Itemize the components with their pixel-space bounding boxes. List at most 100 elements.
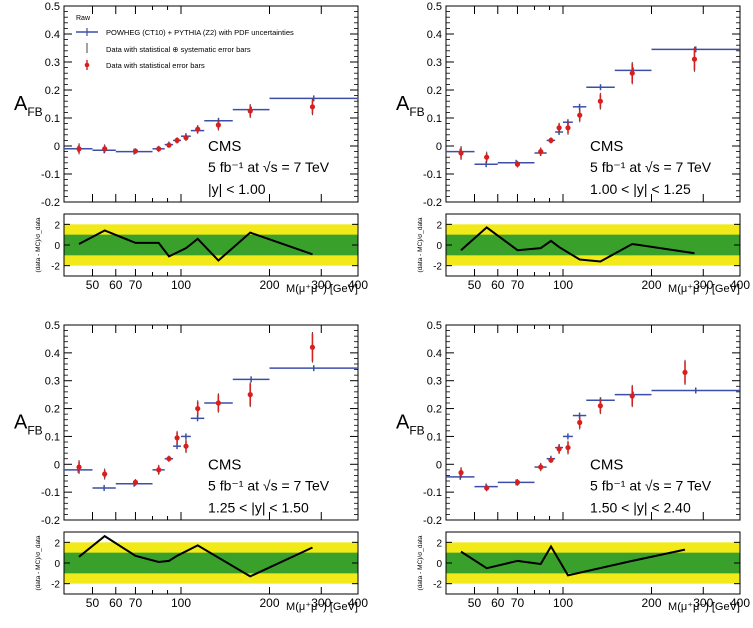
panel-bottom-left: -0.2 -0.1 0 0.1 0.2 0.3 0.4 0.5 AFB CMS 5 fb⁻¹ at … [14, 320, 368, 613]
data-point [565, 444, 571, 451]
y-axis-label-sub: FB [27, 424, 42, 438]
data-point [166, 142, 172, 148]
x-tick-label: 50 [86, 596, 100, 610]
y-tick-label: 0.2 [45, 404, 60, 416]
data-point [565, 125, 571, 131]
data-point [629, 393, 635, 399]
cms-label: CMS [208, 456, 241, 473]
y-tick-label: 0.4 [427, 29, 442, 41]
x-tick-label: 300 [693, 596, 713, 610]
x-tick-label: 300 [693, 278, 713, 292]
y-tick-label: -0.1 [423, 169, 442, 181]
data-point [538, 464, 544, 470]
x-tick-label: 300 [311, 278, 331, 292]
data-point [597, 403, 603, 409]
main-plot-frame [63, 324, 359, 521]
data-point [309, 344, 316, 350]
data-point [629, 70, 635, 76]
data-point [548, 137, 554, 143]
cms-label: CMS [208, 138, 241, 155]
y-tick-label: -0.2 [41, 197, 60, 209]
y-tick-label: -0.2 [423, 515, 442, 527]
y-axis-label: AFB [14, 93, 43, 119]
data-point [76, 464, 82, 470]
y-tick-label: 0 [436, 141, 442, 153]
y-axis-label: AFB [396, 412, 425, 438]
lumi-label: 5 fb⁻¹ at √s = 7 TeV [590, 159, 712, 175]
data-point [556, 446, 562, 452]
lumi-label: 5 fb⁻¹ at √s = 7 TeV [208, 477, 330, 493]
x-tick-label: 200 [641, 278, 661, 292]
data-point [174, 435, 180, 441]
ratio-y-tick-label: -2 [51, 262, 60, 273]
data-point [682, 369, 688, 375]
ratio-y-tick-label: 2 [436, 538, 442, 549]
ratio-y-tick-label: 2 [54, 220, 60, 231]
data-point [102, 146, 108, 152]
data-point [166, 456, 172, 462]
x-tick-label: 70 [511, 596, 525, 610]
main-plot-frame [445, 5, 741, 203]
main-plot-frame [445, 324, 741, 521]
legend-stat-label: Data with statistical error bars [106, 61, 205, 70]
data-point [458, 470, 464, 476]
x-tick-label: 100 [553, 278, 573, 292]
x-tick-label: 70 [511, 278, 525, 292]
data-point [215, 122, 221, 128]
ratio-y-tick-label: 0 [436, 559, 442, 570]
ratio-y-tick-label: 2 [436, 220, 442, 231]
y-axis-label-sub: FB [409, 424, 424, 438]
ratio-band-1sigma [446, 234, 740, 256]
x-tick-label: 300 [311, 596, 331, 610]
y-tick-label: 0.1 [45, 113, 60, 125]
x-axis-label: M(μ⁺μ⁻) [GeV] [668, 283, 740, 295]
y-axis-label-sub: FB [27, 105, 42, 119]
y-tick-label: 0.1 [45, 431, 60, 443]
x-tick-label: 60 [109, 596, 123, 610]
y-tick-label: 0.3 [427, 57, 442, 69]
y-tick-label: 0.2 [427, 404, 442, 416]
y-tick-label: 0.5 [45, 320, 60, 332]
ratio-y-tick-label: 0 [54, 559, 60, 570]
x-tick-label: 60 [491, 278, 505, 292]
y-tick-label: -0.1 [41, 487, 60, 499]
panel-top-left: -0.2 -0.1 0 0.1 0.2 0.3 0.4 0.5 AFB CMS 5 fb⁻¹ at … [14, 1, 368, 295]
y-tick-label: 0.5 [45, 1, 60, 13]
data-point [577, 419, 583, 426]
ratio-y-axis-label: (data - MC)/σ_data [417, 217, 424, 272]
y-tick-label: -0.2 [41, 515, 60, 527]
ratio-y-axis-label: (data - MC)/σ_data [35, 217, 42, 272]
y-tick-label: -0.2 [423, 197, 442, 209]
data-point [132, 479, 139, 485]
ratio-panel: -2 0 2 (data - MC)/σ_data 50 60 70 100 200 300 400… [417, 531, 750, 613]
ratio-panel: -2 0 2 (data - MC)/σ_data 50 60 70 100 200 300 400… [417, 213, 750, 295]
y-tick-label: 0 [436, 459, 442, 471]
ratio-panel: -2 0 2 (data - MC)/σ_data 50 60 70 100 200 300 400… [35, 213, 368, 295]
data-point [548, 457, 554, 463]
ratio-y-tick-label: 0 [436, 241, 442, 252]
data-point [174, 137, 180, 143]
ratio-y-axis-label: (data - MC)/σ_data [35, 535, 42, 590]
y-tick-label: 0.5 [427, 1, 442, 13]
x-tick-label: 400 [730, 596, 750, 610]
y-tick-label: 0.4 [427, 348, 442, 360]
y-tick-label: 0.3 [427, 376, 442, 388]
y-axis-label-main: A [14, 93, 28, 115]
x-axis-label: M(μ⁺μ⁻) [GeV] [286, 283, 358, 295]
data-point [183, 135, 189, 141]
y-axis-label-main: A [14, 412, 28, 434]
rapidity-cut-label: |y| < 1.00 [208, 181, 266, 197]
data-point [514, 479, 521, 485]
data-point [156, 467, 162, 473]
y-tick-label: 0.5 [427, 320, 442, 332]
panel-bottom-right: -0.2 -0.1 0 0.1 0.2 0.3 0.4 0.5 AFB CMS 5 fb⁻¹ at … [396, 320, 750, 613]
data-point [247, 392, 253, 398]
x-tick-label: 70 [129, 596, 143, 610]
data-point [195, 405, 201, 412]
x-axis-label: M(μ⁺μ⁻) [GeV] [668, 601, 740, 613]
y-tick-label: 0.1 [427, 431, 442, 443]
data-point [183, 443, 189, 449]
x-tick-label: 400 [348, 596, 368, 610]
y-tick-label: 0.3 [45, 376, 60, 388]
